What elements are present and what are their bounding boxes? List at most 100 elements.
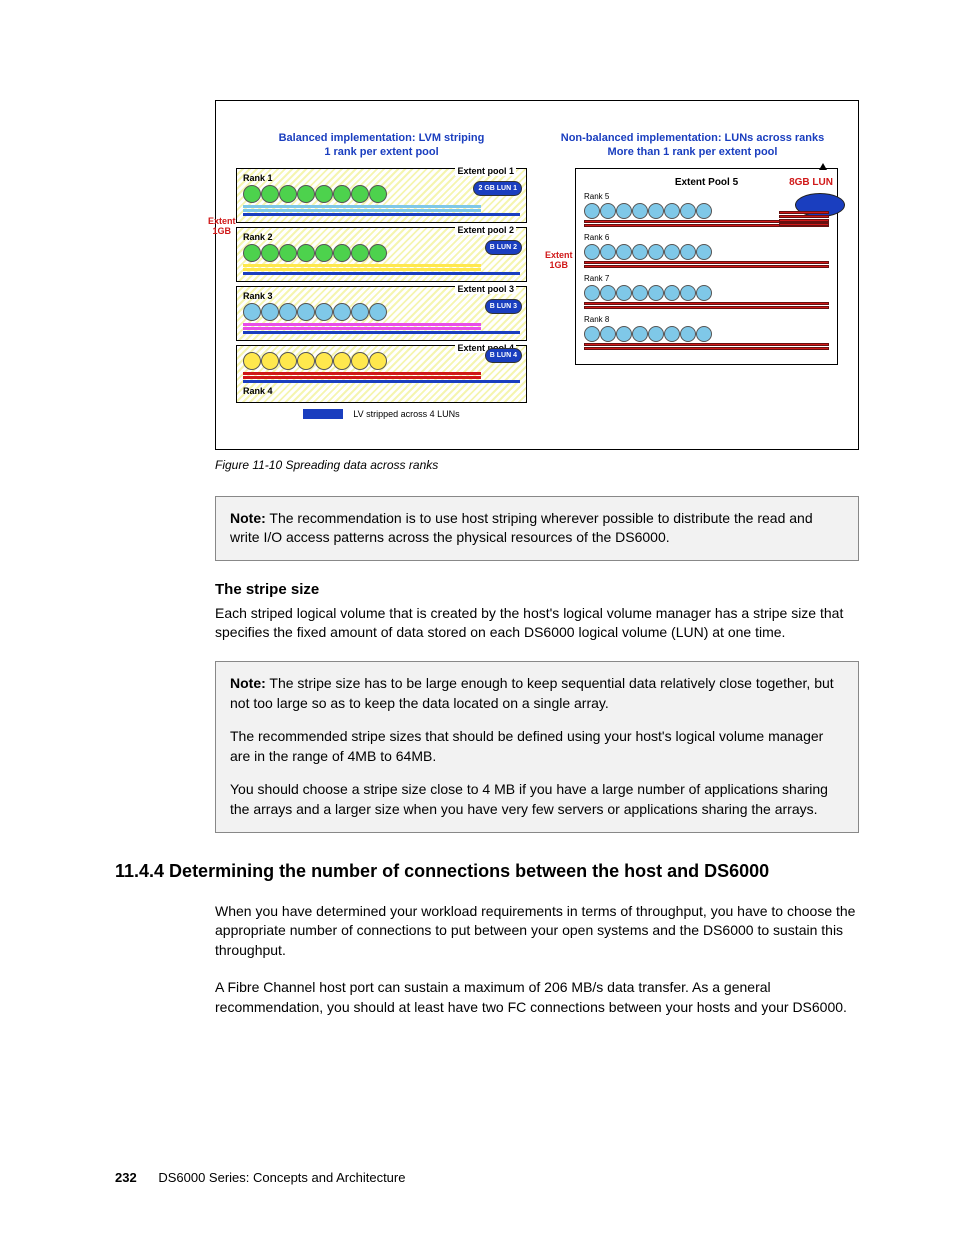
disk-icon bbox=[696, 203, 712, 219]
rank-block: Rank 6 bbox=[584, 233, 829, 268]
disk-icon bbox=[632, 326, 648, 342]
right-header-l2: More than 1 rank per extent pool bbox=[608, 146, 778, 158]
note2-p2: The recommended stripe sizes that should… bbox=[230, 727, 844, 766]
stripe-bar bbox=[243, 380, 520, 383]
note1-text: The recommendation is to use host stripi… bbox=[230, 510, 813, 546]
figure-container: Balanced implementation: LVM striping 1 … bbox=[215, 100, 859, 450]
disk-icon bbox=[648, 326, 664, 342]
disk-icon bbox=[696, 244, 712, 260]
disk-icon bbox=[648, 244, 664, 260]
disk-icon bbox=[600, 203, 616, 219]
disk-icon bbox=[279, 185, 297, 203]
disk-icon bbox=[680, 203, 696, 219]
disk-row: B LUN 4 bbox=[243, 352, 520, 370]
pool-box: Rank 3Extent pool 3B LUN 3 bbox=[236, 286, 527, 341]
rank-label: Rank 2 bbox=[243, 232, 273, 242]
note1-label: Note: bbox=[230, 510, 266, 526]
right-extent-label: Extent 1GB bbox=[545, 251, 573, 271]
disk-icon bbox=[600, 244, 616, 260]
note-box-1: Note: The recommendation is to use host … bbox=[215, 496, 859, 561]
disk-icon bbox=[261, 185, 279, 203]
disk-icon bbox=[680, 326, 696, 342]
pool-box: Rank 4Extent pool 4B LUN 4Rank 4 bbox=[236, 345, 527, 403]
disk-icon bbox=[616, 326, 632, 342]
disk-icon bbox=[351, 244, 369, 262]
red-stripe bbox=[584, 265, 829, 268]
disk-icon bbox=[369, 244, 387, 262]
disk-row bbox=[584, 326, 829, 342]
disk-icon bbox=[243, 185, 261, 203]
stripe-bar bbox=[243, 264, 481, 267]
stripe-bar bbox=[243, 331, 520, 334]
stripe-size-para: Each striped logical volume that is crea… bbox=[215, 604, 859, 643]
pool-box: Rank 2 Extent pool 2 B LUN 2 bbox=[236, 227, 527, 282]
disk-icon bbox=[616, 244, 632, 260]
stripe-bar bbox=[243, 323, 481, 326]
disk-icon bbox=[243, 244, 261, 262]
disk-icon bbox=[696, 326, 712, 342]
disk-icon bbox=[584, 244, 600, 260]
disk-icon bbox=[664, 326, 680, 342]
disk-icon bbox=[696, 285, 712, 301]
red-stripe-group bbox=[584, 343, 829, 350]
disk-icon bbox=[261, 244, 279, 262]
big-lun-label: 8GB LUN bbox=[789, 177, 833, 188]
disk-icon bbox=[648, 203, 664, 219]
stripe-group bbox=[243, 205, 520, 216]
disk-icon bbox=[261, 352, 279, 370]
disk-icon bbox=[369, 352, 387, 370]
stripe-bar bbox=[243, 213, 520, 216]
disk-icon bbox=[600, 326, 616, 342]
rank-label: Rank 3 bbox=[243, 291, 273, 301]
rank-label: Rank 6 bbox=[584, 233, 829, 242]
right-pool-box: Extent Pool 5 8GB LUN Rank 5Rank 6Rank 7… bbox=[575, 168, 838, 365]
rank-label: Rank 8 bbox=[584, 315, 829, 324]
right-header-l1: Non-balanced implementation: LUNs across… bbox=[561, 132, 824, 144]
disk-icon bbox=[632, 203, 648, 219]
stripe-bar bbox=[243, 205, 481, 208]
disk-icon bbox=[351, 303, 369, 321]
disk-row bbox=[584, 244, 829, 260]
disk-icon bbox=[315, 244, 333, 262]
pool-box: Rank 1Extent pool 12 GB LUN 1 bbox=[236, 168, 527, 223]
disk-icon bbox=[584, 203, 600, 219]
disk-icon bbox=[315, 352, 333, 370]
red-stripe bbox=[584, 347, 829, 350]
figure-left-panel: Balanced implementation: LVM striping 1 … bbox=[236, 131, 527, 419]
disk-icon bbox=[297, 352, 315, 370]
stripe-size-heading: The stripe size bbox=[215, 581, 859, 598]
disk-icon bbox=[315, 303, 333, 321]
right-header: Non-balanced implementation: LUNs across… bbox=[547, 131, 838, 160]
disk-icon bbox=[648, 285, 664, 301]
stripe-bar bbox=[243, 272, 520, 275]
stripe-group bbox=[243, 323, 520, 334]
footer-title: DS6000 Series: Concepts and Architecture bbox=[158, 1170, 405, 1185]
rank-label: Rank 7 bbox=[584, 274, 829, 283]
disk-icon bbox=[616, 203, 632, 219]
red-stripe bbox=[584, 302, 829, 305]
page-footer: 232 DS6000 Series: Concepts and Architec… bbox=[115, 1170, 405, 1185]
disk-icon bbox=[279, 303, 297, 321]
legend: LV stripped across 4 LUNs bbox=[236, 409, 527, 419]
left-header-l1: Balanced implementation: LVM striping bbox=[279, 132, 485, 144]
stripe-bar bbox=[243, 268, 481, 271]
disk-icon bbox=[333, 185, 351, 203]
conn-p2: A Fibre Channel host port can sustain a … bbox=[215, 978, 859, 1017]
rank-block: Rank 8 bbox=[584, 315, 829, 350]
figure-caption: Figure 11-10 Spreading data across ranks bbox=[115, 458, 859, 472]
conn-p1: When you have determined your workload r… bbox=[215, 902, 859, 961]
disk-icon bbox=[584, 326, 600, 342]
disk-icon bbox=[243, 303, 261, 321]
disk-icon bbox=[632, 285, 648, 301]
rank-block: Rank 7 bbox=[584, 274, 829, 309]
red-stripe-group bbox=[584, 261, 829, 268]
lun-pill: B LUN 2 bbox=[485, 240, 522, 255]
rank-label: Rank 1 bbox=[243, 173, 273, 183]
disk-icon bbox=[297, 244, 315, 262]
disk-icon bbox=[680, 244, 696, 260]
stripe-group bbox=[243, 264, 520, 275]
disk-row bbox=[584, 285, 829, 301]
pool-label: Extent pool 2 bbox=[455, 225, 516, 235]
triangle-icon bbox=[819, 163, 827, 170]
disk-icon bbox=[297, 303, 315, 321]
